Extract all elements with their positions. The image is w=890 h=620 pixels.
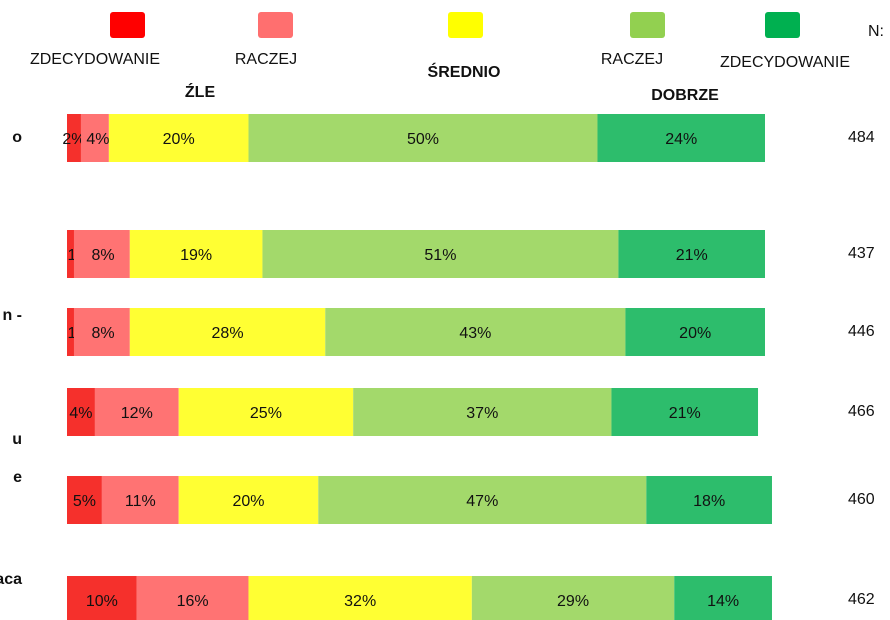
value-label: 29% [557, 593, 589, 610]
legend-label: RACZEJ [235, 51, 297, 68]
value-label: 25% [250, 405, 282, 422]
bar-segment [625, 308, 765, 356]
n-value: 446 [848, 323, 875, 340]
n-header: N: [868, 23, 884, 40]
bar-segment [318, 476, 647, 524]
value-label: 28% [212, 325, 244, 342]
legend-label: DOBRZE [651, 87, 719, 104]
value-label: 32% [344, 593, 376, 610]
bar-segment [248, 576, 472, 620]
value-label: 8% [91, 325, 114, 342]
value-label: 8% [91, 247, 114, 264]
bar-segment [325, 308, 626, 356]
value-label: 43% [459, 325, 491, 342]
legend-label: ŚREDNIO [428, 62, 501, 81]
bar-segment [80, 114, 109, 162]
category-label: raca [0, 571, 22, 588]
legend-label: ZDECYDOWANIE [30, 51, 160, 68]
category-label: u [12, 431, 22, 448]
bar-segment [471, 576, 675, 620]
category-label: n - [2, 307, 22, 324]
bar-segment [618, 230, 765, 278]
bar-segment [597, 114, 765, 162]
n-value: 462 [848, 591, 875, 608]
n-value: 484 [848, 129, 875, 146]
bar-segment [73, 230, 130, 278]
bar-segment [674, 576, 772, 620]
value-label: 50% [407, 131, 439, 148]
legend-swatch [258, 12, 293, 38]
bar-segment [353, 388, 612, 436]
category-label: o [12, 129, 22, 146]
bar-segment [67, 308, 74, 356]
bar-segment [248, 114, 598, 162]
value-label: 51% [424, 247, 456, 264]
value-label: 37% [466, 405, 498, 422]
value-label: 18% [693, 493, 725, 510]
value-label: 12% [121, 405, 153, 422]
bar-segment [67, 114, 81, 162]
bar-segment [646, 476, 772, 524]
value-label: 14% [707, 593, 739, 610]
n-value: 460 [848, 491, 875, 508]
value-label: 21% [676, 247, 708, 264]
bar-segment [136, 576, 249, 620]
bar-segment [67, 230, 74, 278]
value-label: 4% [69, 405, 92, 422]
legend-label: ZDECYDOWANIE [720, 54, 850, 71]
value-label: 20% [163, 131, 195, 148]
bar-segment [67, 576, 137, 620]
value-label: 19% [180, 247, 212, 264]
value-label: 24% [665, 131, 697, 148]
legend-label: RACZEJ [601, 51, 663, 68]
value-label: 10% [86, 593, 118, 610]
bar-segment [67, 388, 95, 436]
n-value: 437 [848, 245, 875, 262]
bar-segment [94, 388, 179, 436]
bar-segment [129, 308, 326, 356]
bar-segment [108, 114, 249, 162]
bar-segment [101, 476, 179, 524]
bar-segment [67, 476, 102, 524]
value-label: 20% [679, 325, 711, 342]
value-label: 20% [232, 493, 264, 510]
value-label: 47% [466, 493, 498, 510]
legend-label: ŹLE [185, 82, 216, 101]
value-label: 4% [86, 131, 109, 148]
n-value: 466 [848, 403, 875, 420]
legend-swatch [765, 12, 800, 38]
legend-swatch [448, 12, 483, 38]
legend-swatch [630, 12, 665, 38]
value-label: 5% [73, 493, 96, 510]
bar-segment [73, 308, 130, 356]
bar-segment [178, 388, 354, 436]
bar-segment [178, 476, 319, 524]
legend-swatch [110, 12, 145, 38]
bar-segment [129, 230, 263, 278]
bar-segment [611, 388, 759, 436]
value-label: 11% [125, 493, 156, 510]
value-label: 16% [177, 593, 209, 610]
bar-segment [262, 230, 619, 278]
value-label: 21% [669, 405, 701, 422]
value-label: 2% [62, 131, 85, 148]
category-label: e [13, 469, 22, 486]
